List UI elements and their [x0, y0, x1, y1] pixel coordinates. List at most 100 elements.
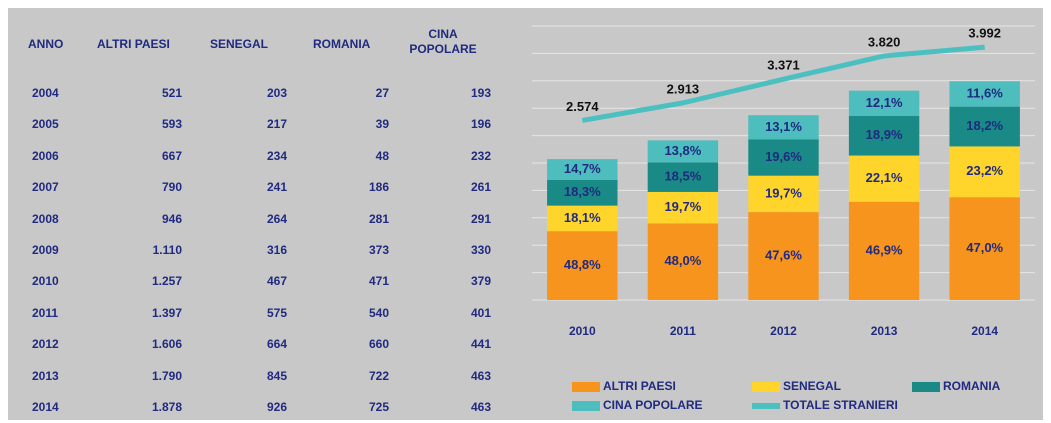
bar-segment	[647, 191, 719, 224]
bar-segment	[848, 155, 920, 202]
table-cell: 463	[470, 368, 491, 383]
bar-segment	[949, 197, 1020, 300]
bar-segment	[647, 140, 719, 163]
table-cell: 2004	[32, 86, 59, 100]
table-cell: 217	[266, 117, 287, 132]
legend-swatch	[572, 382, 600, 392]
table-cell: 264	[266, 211, 287, 226]
bar-segment	[748, 175, 819, 213]
bar-segment	[748, 212, 819, 300]
bar-segment	[547, 205, 618, 232]
data-label: 18,2%	[966, 118, 1003, 133]
table-cell: 27	[375, 86, 389, 100]
table-cell: 379	[470, 274, 491, 289]
bar-segment	[949, 106, 1020, 147]
bar-segment	[848, 201, 920, 300]
data-label: 18,1%	[564, 210, 601, 225]
table-header: ALTRI PAESI	[97, 37, 170, 51]
table-cell: 281	[368, 211, 389, 226]
data-label: 46,9%	[866, 242, 903, 257]
x-tick-label: 2010	[569, 324, 596, 338]
table-cell: 441	[470, 337, 491, 352]
table-header: ANNO	[28, 37, 64, 51]
table-cell: 232	[470, 148, 491, 163]
data-label: 47,0%	[966, 240, 1003, 255]
table-cell: 463	[470, 400, 491, 414]
x-tick-label: 2014	[971, 324, 998, 338]
table-cell: 471	[368, 274, 389, 289]
legend-swatch	[572, 401, 600, 411]
table-cell: 722	[368, 368, 389, 383]
legend-label: ALTRI PAESI	[603, 379, 676, 393]
data-label: 12,1%	[866, 95, 903, 110]
data-label: 19,6%	[765, 149, 802, 164]
bar-segment	[647, 223, 719, 300]
data-label: 48,8%	[564, 257, 601, 272]
table-cell: 2011	[32, 305, 59, 320]
table-cell: 193	[470, 86, 491, 100]
table-cell: 203	[266, 86, 287, 100]
table-cell: 540	[368, 305, 389, 320]
bar-segment	[647, 162, 719, 192]
data-label: 13,1%	[765, 119, 802, 134]
data-label: 47,6%	[765, 247, 802, 262]
table-cell: 196	[470, 117, 491, 132]
table-header: SENEGAL	[210, 37, 269, 51]
line-label: 3.820	[868, 34, 901, 49]
table-cell: 1.110	[152, 243, 182, 257]
table-header: ROMANIA	[313, 37, 371, 51]
legend-label: ROMANIA	[943, 379, 1001, 393]
table-cell: 667	[161, 148, 182, 163]
data-label: 48,0%	[664, 253, 701, 268]
table-cell: 2007	[32, 180, 59, 195]
bar-segment	[949, 81, 1020, 107]
bar-segment	[547, 231, 618, 300]
bar-segment	[848, 90, 920, 116]
table-cell: 2009	[32, 243, 59, 257]
table-cell: 660	[368, 337, 389, 352]
bar-segment	[748, 115, 819, 140]
data-label: 19,7%	[664, 199, 701, 214]
table-cell: 330	[470, 243, 491, 257]
data-label: 14,7%	[564, 161, 601, 176]
table-cell: 2005	[32, 117, 59, 132]
table-cell: 2008	[32, 211, 59, 226]
table-cell: 234	[266, 148, 287, 163]
data-label: 18,3%	[564, 184, 601, 199]
table-cell: 2012	[32, 337, 59, 352]
table-cell: 2013	[32, 368, 59, 383]
legend-label: TOTALE STRANIERI	[783, 398, 898, 412]
line-label: 3.992	[968, 26, 1001, 41]
table-cell: 401	[470, 305, 491, 320]
line-label: 3.371	[767, 58, 800, 73]
data-label: 23,2%	[966, 163, 1003, 178]
data-label: 22,1%	[866, 170, 903, 185]
bar-segment	[547, 179, 618, 206]
table-cell: 1.257	[151, 274, 182, 289]
table-cell: 373	[368, 243, 389, 257]
table-cell: 316	[266, 243, 287, 257]
table-cell: 2010	[32, 274, 59, 289]
table-cell: 593	[161, 117, 182, 132]
bar-segment	[547, 159, 618, 180]
legend-label: CINA POPOLARE	[603, 398, 703, 412]
table-cell: 39	[375, 117, 389, 132]
table-cell: 48	[375, 148, 389, 163]
table-header: CINA POPOLARE	[409, 27, 477, 56]
table-cell: 186	[368, 180, 389, 195]
data-label: 18,9%	[866, 127, 903, 142]
data-label: 19,7%	[765, 185, 802, 200]
bar-segment	[848, 115, 920, 156]
line-label: 2.574	[566, 99, 599, 114]
table-cell: 2014	[32, 400, 59, 414]
table-cell: 1.878	[151, 400, 182, 414]
table-cell: 467	[266, 274, 287, 289]
legend-swatch	[912, 382, 940, 392]
table-cell: 291	[470, 211, 491, 226]
legend-swatch	[752, 403, 780, 409]
table-cell: 1.397	[151, 305, 182, 320]
x-tick-label: 2013	[871, 324, 898, 338]
table-cell: 261	[470, 180, 491, 195]
